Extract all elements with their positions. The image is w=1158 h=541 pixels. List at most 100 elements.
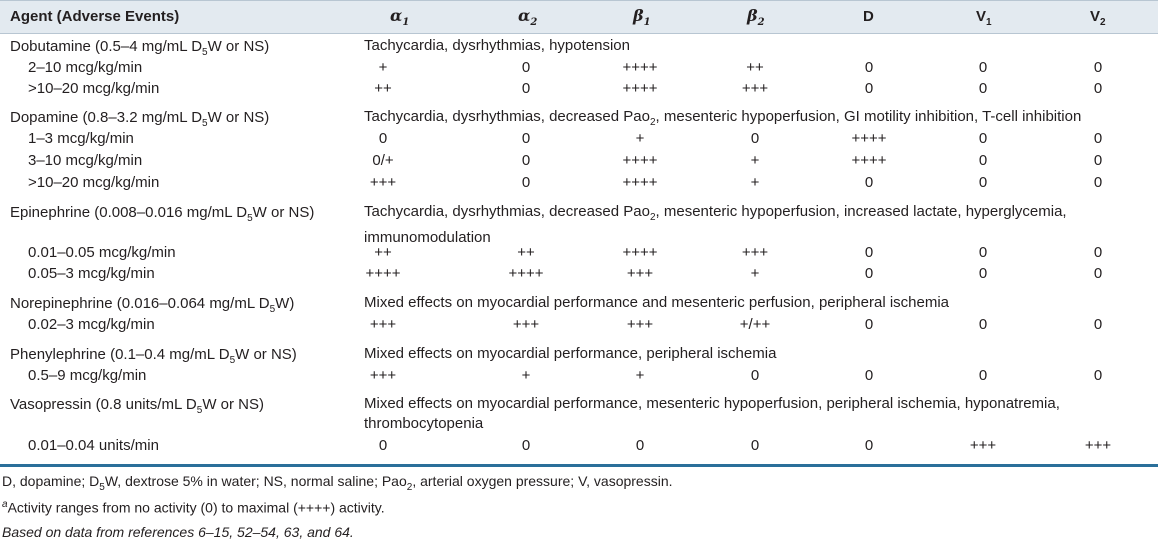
activity-value: +++ (369, 367, 397, 384)
activity-value: 0 (864, 367, 874, 384)
dose-label: 1–3 mcg/kg/min (28, 130, 134, 147)
activity-value: 0 (1093, 265, 1103, 282)
activity-value: 0 (864, 437, 874, 454)
activity-value: 0 (978, 130, 988, 147)
activity-value: 0 (978, 152, 988, 169)
activity-value: 0 (978, 265, 988, 282)
header-d: D (863, 8, 874, 25)
activity-value: 0 (864, 316, 874, 333)
activity-value: 0 (1093, 174, 1103, 191)
activity-value: 0 (378, 437, 388, 454)
activity-value: ++++ (622, 59, 658, 76)
activity-value: + (521, 367, 531, 384)
activity-value: 0 (978, 316, 988, 333)
dose-label: 0.02–3 mcg/kg/min (28, 316, 155, 333)
activity-value: + (378, 59, 388, 76)
footnote-activity: aActivity ranges from no activity (0) to… (2, 499, 385, 516)
table-bottom-rule (0, 464, 1158, 467)
agent-effects-epinephrine: Tachycardia, dysrhythmias, decreased Pao… (364, 203, 1067, 246)
agent-name-norepinephrine: Norepinephrine (0.016–0.064 mg/mL D5W) (10, 295, 295, 315)
activity-value: + (750, 174, 760, 191)
activity-value: ++++ (851, 152, 887, 169)
activity-value: ++++ (851, 130, 887, 147)
activity-value: 0 (864, 174, 874, 191)
activity-value: + (635, 367, 645, 384)
activity-value: 0 (750, 367, 760, 384)
table-header: Agent (Adverse Events) α1 α2 β1 β2 D V1 … (0, 0, 1158, 34)
activity-value: 0 (1093, 80, 1103, 97)
activity-value: + (750, 152, 760, 169)
activity-value: +++ (512, 316, 540, 333)
agent-effects-norepinephrine: Mixed effects on myocardial performance … (364, 294, 950, 311)
activity-value: +++ (1084, 437, 1112, 454)
activity-value: 0 (521, 59, 531, 76)
header-v1: V1 (976, 8, 992, 28)
activity-value: 0 (864, 244, 874, 261)
header-alpha1: α1 (390, 6, 410, 29)
header-agent: Agent (Adverse Events) (10, 8, 180, 25)
activity-value: 0 (521, 80, 531, 97)
agent-effects-dobutamine: Tachycardia, dysrhythmias, hypotension (364, 37, 630, 54)
activity-value: 0 (1093, 59, 1103, 76)
activity-value: ++++ (622, 244, 658, 261)
activity-value: 0 (1093, 244, 1103, 261)
header-beta1: β1 (633, 6, 651, 29)
dose-label: 3–10 mcg/kg/min (28, 152, 143, 169)
activity-value: +++ (626, 265, 654, 282)
footnote-abbreviations: D, dopamine; D5W, dextrose 5% in water; … (2, 473, 673, 493)
agent-name-dobutamine: Dobutamine (0.5–4 mg/mL D5W or NS) (10, 38, 270, 58)
activity-value: 0 (864, 59, 874, 76)
dose-label: 0.05–3 mcg/kg/min (28, 265, 155, 282)
activity-value: 0 (521, 152, 531, 169)
activity-value: ++++ (508, 265, 544, 282)
dose-label: >10–20 mcg/kg/min (28, 174, 160, 191)
activity-value: 0 (521, 437, 531, 454)
activity-value: 0 (1093, 316, 1103, 333)
activity-value: ++++ (622, 80, 658, 97)
activity-value: +++ (626, 316, 654, 333)
activity-value: 0/+ (372, 152, 394, 169)
activity-value: 0 (378, 130, 388, 147)
agent-effects-phenylephrine: Mixed effects on myocardial performance,… (364, 345, 777, 362)
activity-value: 0 (521, 130, 531, 147)
activity-value: + (635, 130, 645, 147)
dose-label: >10–20 mcg/kg/min (28, 80, 160, 97)
footnote-source: Based on data from references 6–15, 52–5… (2, 524, 354, 540)
activity-value: 0 (978, 244, 988, 261)
activity-value: +++ (969, 437, 997, 454)
activity-value: 0 (1093, 152, 1103, 169)
activity-value: ++ (374, 244, 392, 261)
agent-name-epinephrine: Epinephrine (0.008–0.016 mg/mL D5W or NS… (10, 204, 315, 224)
header-v2: V2 (1090, 8, 1106, 28)
activity-value: 0 (864, 265, 874, 282)
activity-value: ++++ (622, 174, 658, 191)
header-alpha2: α2 (518, 6, 538, 29)
agent-effects-dopamine: Tachycardia, dysrhythmias, decreased Pao… (364, 108, 1082, 128)
activity-value: 0 (1093, 367, 1103, 384)
dose-label: 0.01–0.04 units/min (28, 437, 159, 454)
activity-value: + (750, 265, 760, 282)
activity-value: +/++ (739, 316, 771, 333)
activity-value: ++ (374, 80, 392, 97)
activity-value: 0 (864, 80, 874, 97)
activity-value: +++ (369, 316, 397, 333)
activity-value: ++++ (622, 152, 658, 169)
activity-value: 0 (1093, 130, 1103, 147)
activity-value: +++ (741, 80, 769, 97)
activity-value: ++ (517, 244, 535, 261)
activity-value: ++ (746, 59, 764, 76)
activity-value: +++ (741, 244, 769, 261)
dose-label: 0.01–0.05 mcg/kg/min (28, 244, 176, 261)
activity-value: 0 (521, 174, 531, 191)
activity-value: 0 (978, 80, 988, 97)
activity-value: 0 (750, 437, 760, 454)
agent-name-dopamine: Dopamine (0.8–3.2 mg/mL D5W or NS) (10, 109, 270, 129)
dose-label: 2–10 mcg/kg/min (28, 59, 143, 76)
activity-value: 0 (978, 174, 988, 191)
activity-value: 0 (978, 367, 988, 384)
activity-value: ++++ (365, 265, 401, 282)
agent-effects-vasopressin: Mixed effects on myocardial performance,… (364, 395, 1060, 432)
activity-value: 0 (978, 59, 988, 76)
agent-name-phenylephrine: Phenylephrine (0.1–0.4 mg/mL D5W or NS) (10, 346, 297, 366)
dose-label: 0.5–9 mcg/kg/min (28, 367, 147, 384)
